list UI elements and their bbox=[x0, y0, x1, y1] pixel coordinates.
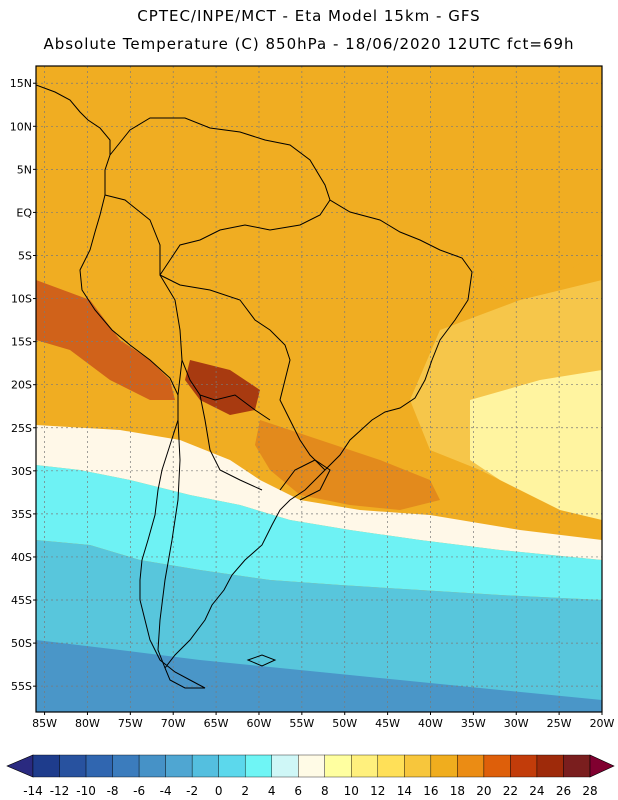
chart-title-line-1: CPTEC/INPE/MCT - Eta Model 15km - GFS bbox=[137, 7, 481, 25]
lat-tick-label: 30S bbox=[11, 465, 32, 478]
lat-tick-label: 35S bbox=[11, 508, 32, 521]
colorbar-label: 26 bbox=[556, 784, 571, 798]
lat-tick-label: 10S bbox=[11, 293, 32, 306]
colorbar-swatch bbox=[112, 754, 140, 778]
uruguay-border bbox=[279, 459, 331, 501]
colorbar-label: -12 bbox=[50, 784, 70, 798]
lat-tick-label: 25S bbox=[11, 422, 32, 435]
colorbar: -14 -12 -10 -8 -6 -4 -2 0 2 4 6 8 10 12 14 16 18 20 22 24 26… bbox=[6, 754, 615, 798]
lat-tick-label: 45S bbox=[11, 594, 32, 607]
colorbar-label: 22 bbox=[503, 784, 518, 798]
colorbar-label: -14 bbox=[23, 784, 43, 798]
andes-borders bbox=[104, 194, 271, 491]
colorbar-swatch bbox=[59, 754, 87, 778]
central-america-coastline bbox=[36, 84, 111, 155]
colorbar-swatch bbox=[85, 754, 113, 778]
colorbar-swatch bbox=[191, 754, 219, 778]
lon-tick-label: 55W bbox=[289, 717, 314, 730]
south-america-coastline bbox=[79, 117, 473, 689]
colorbar-swatch bbox=[218, 754, 246, 778]
colorbar-label: -10 bbox=[76, 784, 96, 798]
lon-tick-label: 60W bbox=[247, 717, 272, 730]
colorbar-label: 0 bbox=[215, 784, 223, 798]
colorbar-swatch bbox=[298, 754, 325, 778]
temperature-field bbox=[36, 66, 602, 712]
colorbar-label: 18 bbox=[450, 784, 465, 798]
field-atlantic-lightyellow bbox=[470, 370, 602, 520]
lat-tick-label: 10N bbox=[10, 120, 32, 133]
map-frame bbox=[35, 65, 603, 713]
colorbar-label: 8 bbox=[321, 784, 329, 798]
lon-tick-label: 85W bbox=[32, 717, 57, 730]
field-north-warm bbox=[36, 66, 602, 300]
colorbar-label: 28 bbox=[582, 784, 597, 798]
field-andes-red bbox=[36, 280, 175, 400]
field-chaco-darkred bbox=[185, 360, 260, 415]
lat-tick-label: 15S bbox=[11, 336, 32, 349]
falklands bbox=[246, 654, 277, 667]
colorbar-swatch bbox=[351, 754, 379, 778]
lat-tick-label: 15N bbox=[10, 77, 32, 90]
colorbar-label: 14 bbox=[397, 784, 412, 798]
colorbar-swatch bbox=[165, 754, 193, 778]
colorbar-swatch bbox=[430, 754, 458, 778]
chart-title-line-2: Absolute Temperature (C) 850hPa - 18/06/… bbox=[43, 35, 575, 53]
colorbar-label: 2 bbox=[241, 784, 249, 798]
colorbar-swatch bbox=[377, 754, 405, 778]
colorbar-swatch bbox=[563, 754, 591, 778]
colorbar-swatch bbox=[510, 754, 538, 778]
lon-tick-label: 35W bbox=[461, 717, 486, 730]
coastlines-and-borders bbox=[36, 84, 473, 689]
colorbar-swatch bbox=[32, 754, 60, 778]
colorbar-label: 24 bbox=[529, 784, 544, 798]
colorbar-swatch bbox=[483, 754, 511, 778]
lon-tick-label: 25W bbox=[547, 717, 572, 730]
lon-tick-label: 50W bbox=[332, 717, 357, 730]
brazil-border bbox=[159, 199, 331, 471]
lon-tick-label: 75W bbox=[118, 717, 143, 730]
colorbar-label: 12 bbox=[370, 784, 385, 798]
longitude-axis: 85W 80W 75W 70W 65W 60W 55W 50W 45W 40W 35W 30W 25W 2… bbox=[32, 712, 615, 730]
latitude-axis: 15N 10N 5N EQ 5S 10S 15S 20S 25S 30S 35S 40S 45S 50S 5… bbox=[10, 77, 36, 693]
field-pale-band bbox=[36, 425, 602, 560]
colorbar-swatch bbox=[324, 754, 352, 778]
lat-tick-label: 5N bbox=[17, 163, 32, 176]
lat-lon-grid bbox=[36, 66, 602, 712]
colorbar-label: 6 bbox=[294, 784, 302, 798]
colorbar-swatch bbox=[404, 754, 432, 778]
colorbar-label: 4 bbox=[268, 784, 276, 798]
lat-tick-label: EQ bbox=[16, 206, 32, 219]
colorbar-label: 10 bbox=[344, 784, 359, 798]
colorbar-label: -6 bbox=[133, 784, 145, 798]
lon-tick-label: 80W bbox=[75, 717, 100, 730]
lon-tick-label: 20W bbox=[590, 717, 615, 730]
colorbar-swatch bbox=[138, 754, 166, 778]
argentina-chile-border bbox=[157, 419, 181, 669]
lat-tick-label: 40S bbox=[11, 551, 32, 564]
field-deep-blue-south bbox=[36, 640, 602, 712]
lon-tick-label: 65W bbox=[204, 717, 229, 730]
lon-tick-label: 70W bbox=[161, 717, 186, 730]
colorbar-swatch bbox=[457, 754, 485, 778]
colorbar-swatch bbox=[271, 754, 299, 778]
lat-tick-label: 20S bbox=[11, 379, 32, 392]
colorbar-label: 16 bbox=[423, 784, 438, 798]
colorbar-high-arrow bbox=[589, 754, 615, 778]
lat-tick-label: 55S bbox=[11, 680, 32, 693]
colorbar-label: -4 bbox=[160, 784, 172, 798]
colorbar-label: 20 bbox=[476, 784, 491, 798]
lon-tick-label: 45W bbox=[375, 717, 400, 730]
lon-tick-label: 40W bbox=[418, 717, 443, 730]
lat-tick-label: 50S bbox=[11, 637, 32, 650]
colorbar-swatch bbox=[536, 754, 564, 778]
colorbar-low-arrow bbox=[6, 754, 34, 778]
colorbar-label: -8 bbox=[107, 784, 119, 798]
lat-tick-label: 5S bbox=[18, 249, 32, 262]
colorbar-swatch bbox=[244, 754, 272, 778]
colorbar-label: -2 bbox=[186, 784, 198, 798]
lon-tick-label: 30W bbox=[504, 717, 529, 730]
